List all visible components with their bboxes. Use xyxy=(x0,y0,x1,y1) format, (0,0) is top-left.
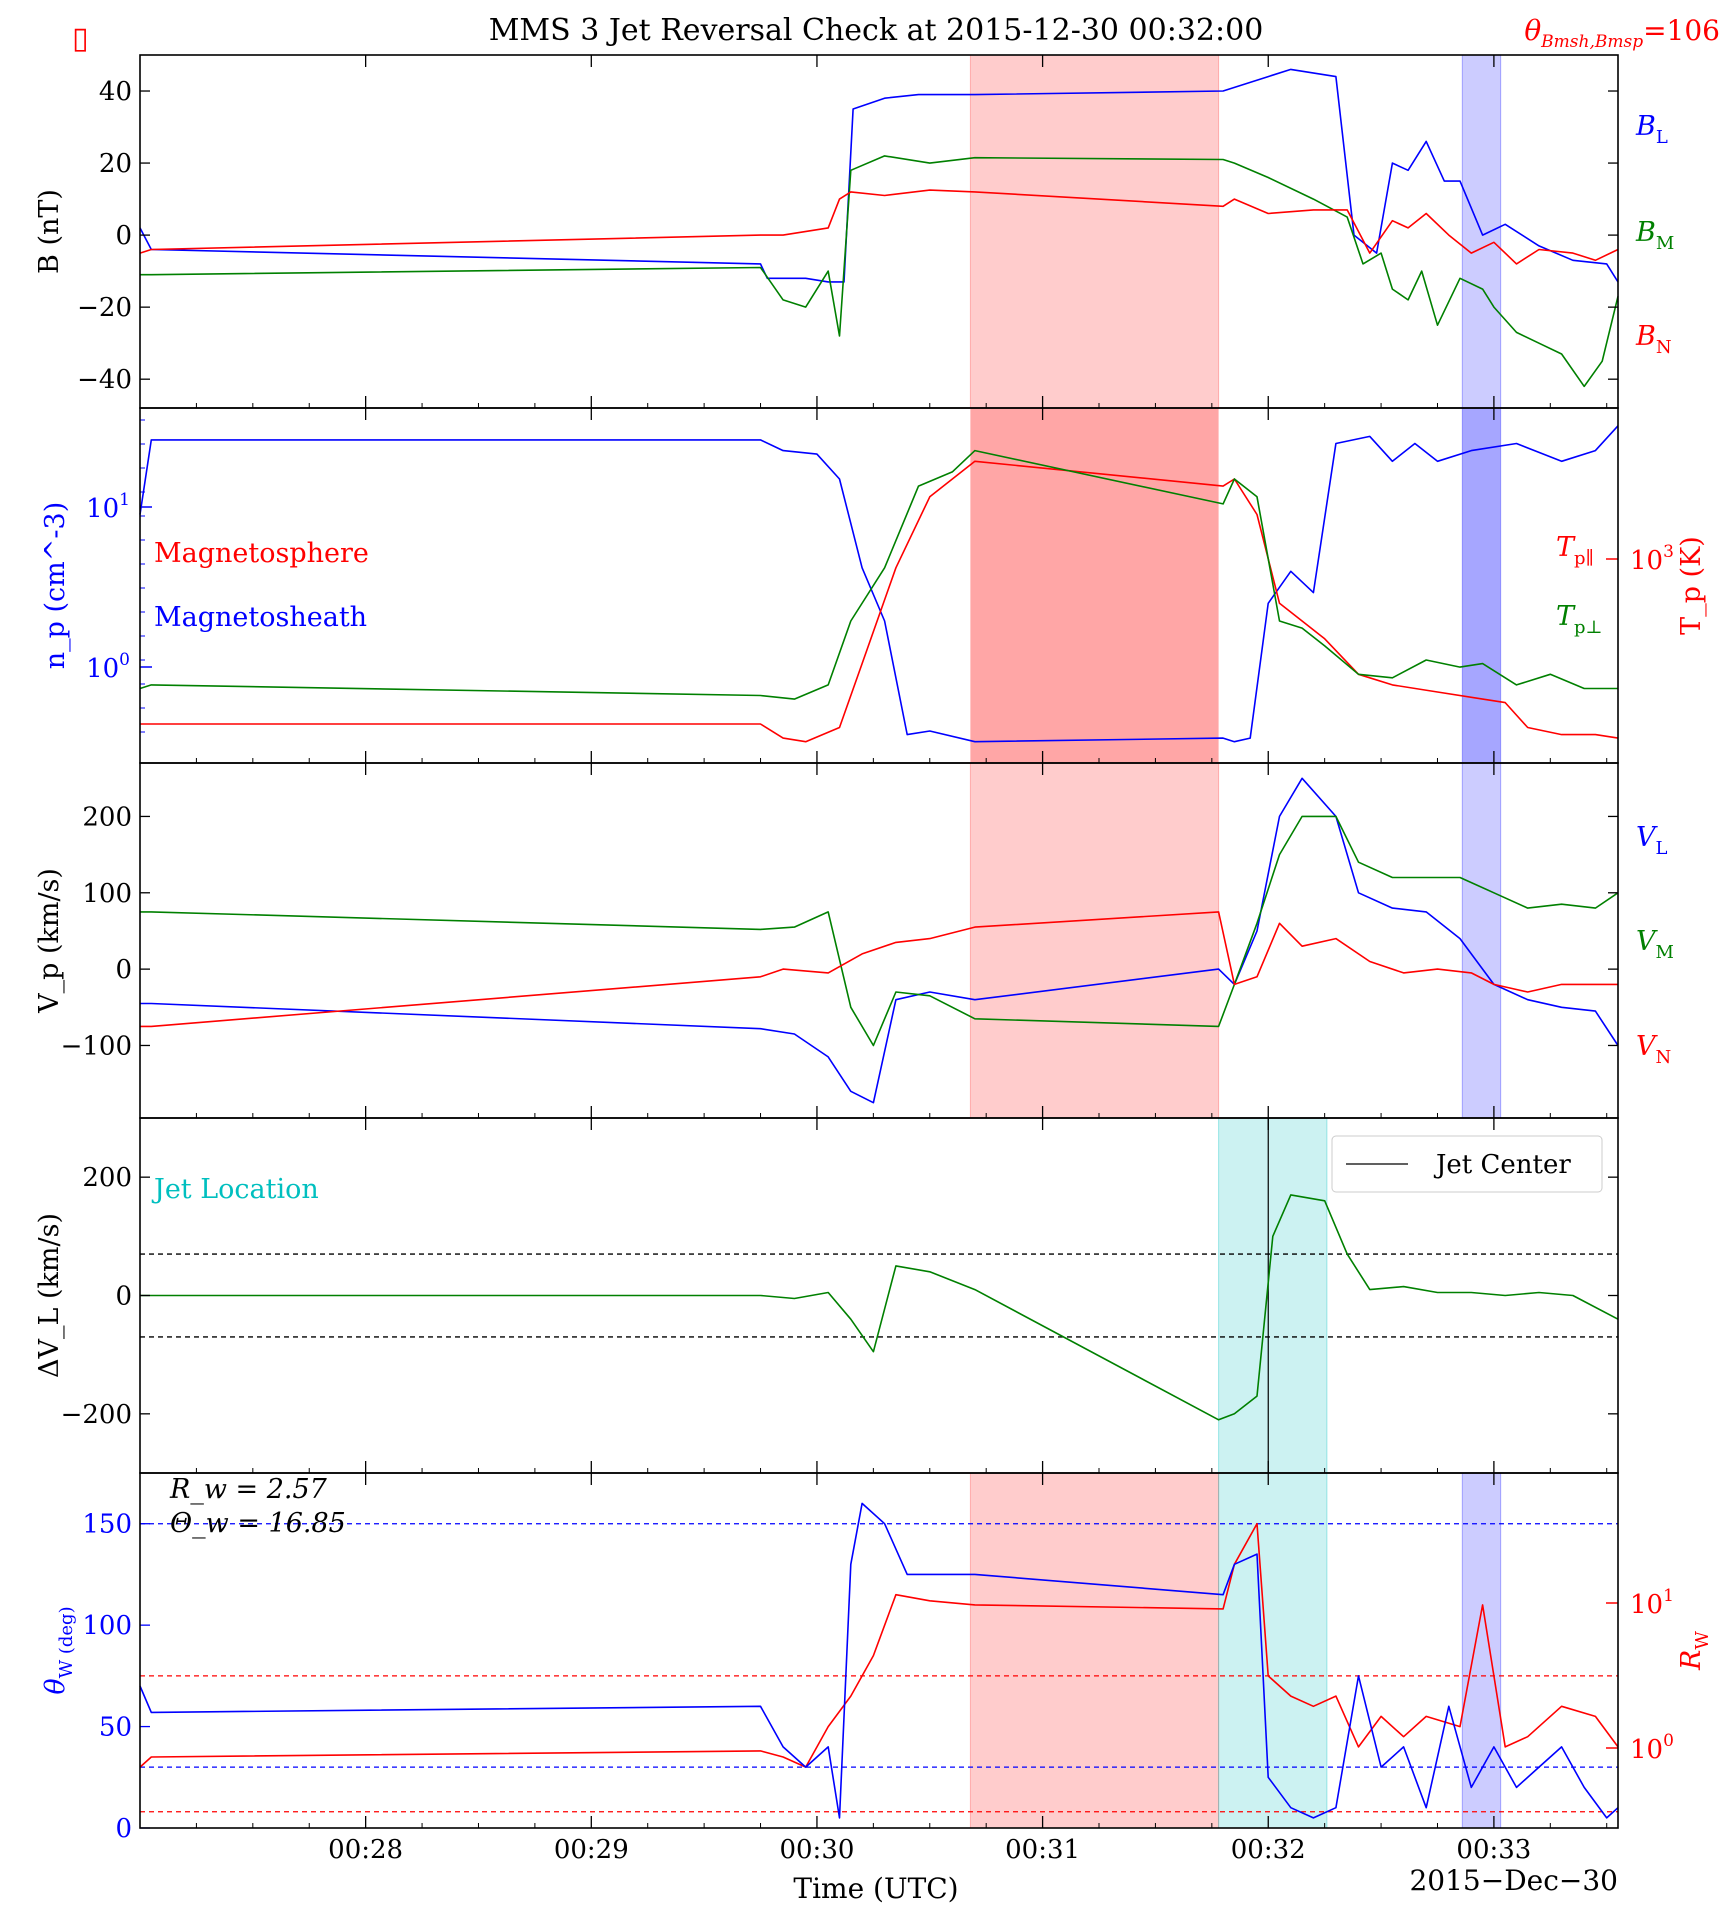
annotation-magnetosheath: Magnetosheath xyxy=(154,602,367,633)
y-tick-label: 100 xyxy=(82,879,132,909)
series-line-red xyxy=(140,460,1619,743)
x-tick-label: 00:28 xyxy=(328,1835,403,1865)
y-tick-label: −100 xyxy=(61,1031,132,1061)
annotation-jet-location: Jet Location xyxy=(151,1174,319,1205)
jet-location-band xyxy=(1218,1472,1328,1829)
y-axis-label-right: T_p (K) xyxy=(1676,536,1707,635)
interval-bands xyxy=(969,54,1502,1829)
x-tick-label: 00:31 xyxy=(1005,1835,1080,1865)
legend-label-red: BN xyxy=(1635,321,1672,358)
series-line-blue xyxy=(139,1502,1619,1819)
y-tick-label: 0 xyxy=(115,1814,132,1844)
x-axis-label: Time (UTC) xyxy=(793,1872,958,1905)
panel-frame xyxy=(139,54,1619,409)
y-tick-label: −200 xyxy=(61,1400,132,1430)
y-axis-label-left: n_p (cm^-3) xyxy=(40,502,71,669)
panel-frame xyxy=(139,407,1619,764)
panel-frames xyxy=(139,54,1619,1829)
y-tick-label: 200 xyxy=(82,1163,132,1193)
corner-marker: ▯ xyxy=(72,21,89,56)
legend-label-green: VM xyxy=(1636,926,1674,963)
annotation-theta-w: Θ_w = 16.85 xyxy=(170,1508,346,1539)
blue-interval-band xyxy=(1461,407,1502,764)
y-tick-label: 103 xyxy=(1630,542,1674,576)
y-axis-label: V_p (km/s) xyxy=(34,868,65,1014)
y-tick-label: 200 xyxy=(82,802,132,832)
y-tick-label: 0 xyxy=(115,1282,132,1312)
series-line-blue xyxy=(139,68,1619,283)
red-interval-band xyxy=(969,54,1220,409)
y-tick-label: 150 xyxy=(82,1510,132,1540)
y-axis-label-left: θW (deg) xyxy=(40,1606,77,1694)
series-line-red xyxy=(140,911,1618,1028)
annotation-magnetosphere: Magnetosphere xyxy=(154,538,369,569)
y-tick-label: 100 xyxy=(86,650,130,684)
y-tick-label: −20 xyxy=(77,293,132,323)
y-tick-label: 100 xyxy=(1630,1731,1674,1765)
red-interval-band xyxy=(969,762,1220,1119)
panel-frame xyxy=(139,1472,1619,1829)
legend-label: Jet Center xyxy=(1433,1150,1571,1180)
red-interval-band xyxy=(969,1472,1220,1829)
blue-interval-band xyxy=(1461,762,1502,1119)
y-axis-label: B (nT) xyxy=(34,189,65,274)
plot-area xyxy=(139,68,1619,1819)
red-interval-band xyxy=(970,408,1219,763)
legend-box xyxy=(1331,1135,1603,1193)
annotation-rw: R_w = 2.57 xyxy=(169,1474,328,1505)
x-tick-label: 00:29 xyxy=(554,1835,629,1865)
series-line-blue xyxy=(140,777,1619,1104)
date-label: 2015−Dec−30 xyxy=(1409,1864,1618,1897)
y-axis-label: ΔV_L (km/s) xyxy=(34,1213,65,1378)
y-tick-label: 50 xyxy=(99,1713,132,1743)
series-line-red xyxy=(139,189,1619,265)
series-line-green xyxy=(140,1194,1619,1421)
legend-label-blue: VL xyxy=(1636,822,1668,859)
legend-label-blue: BL xyxy=(1635,111,1668,148)
series-line-green xyxy=(140,815,1619,1047)
legend-label-green: BM xyxy=(1635,217,1674,254)
x-tick-label: 00:33 xyxy=(1456,1835,1531,1865)
x-tick-label: 00:32 xyxy=(1231,1835,1306,1865)
y-tick-label: −40 xyxy=(77,365,132,395)
y-tick-label: 0 xyxy=(115,955,132,985)
panel-frame xyxy=(139,762,1619,1119)
legend-label-red: Tp∥ xyxy=(1556,532,1594,569)
y-tick-label: 101 xyxy=(1630,1586,1674,1620)
theta-annotation: θBmsh,Bmsp=106 xyxy=(1524,14,1720,52)
series-line-green xyxy=(139,449,1618,700)
y-tick-label: 0 xyxy=(115,221,132,251)
figure-title: MMS 3 Jet Reversal Check at 2015-12-30 0… xyxy=(489,13,1264,48)
y-axis-label-right: RW xyxy=(1676,1631,1713,1671)
y-tick-label: 40 xyxy=(99,77,132,107)
series-line-blue xyxy=(139,425,1619,743)
series-line-green xyxy=(140,155,1619,388)
y-tick-label: 101 xyxy=(86,490,130,524)
legend-label-green: Tp⊥ xyxy=(1556,601,1602,638)
series-line-red xyxy=(139,1522,1619,1768)
x-tick-label: 00:30 xyxy=(779,1835,854,1865)
y-tick-label: 20 xyxy=(99,149,132,179)
y-tick-label: 100 xyxy=(82,1611,132,1641)
legend-label-red: VN xyxy=(1636,1031,1671,1068)
jet-location-band xyxy=(1218,1117,1328,1474)
